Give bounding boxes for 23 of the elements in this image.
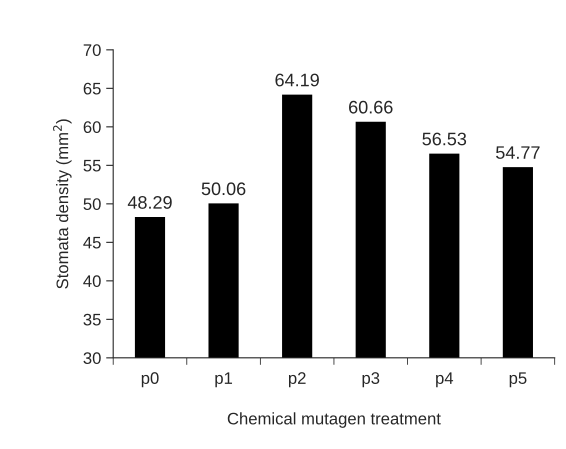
y-axis-title: Stomata density (mm$^{2}$) — [53, 119, 72, 289]
data-label: 54.77 — [496, 146, 540, 159]
data-label: 64.19 — [275, 74, 319, 86]
data-label: 56.53 — [422, 132, 466, 146]
data-label: 50.06 — [202, 182, 246, 196]
x-tick-label: p4 — [436, 372, 454, 388]
y-tick-label: 55 — [84, 160, 101, 172]
x-tick-label: p1 — [215, 372, 232, 388]
x-tick-label: p2 — [288, 372, 306, 388]
data-label: 48.29 — [128, 196, 172, 209]
y-tick-label: 45 — [83, 236, 101, 249]
x-axis-title: Chemical mutagen treatment — [228, 412, 441, 428]
data-label: 60.66 — [349, 100, 393, 114]
y-tick-label: 70 — [84, 44, 101, 56]
x-tick-label: p5 — [510, 372, 526, 388]
y-tick-label: 50 — [84, 198, 101, 210]
y-tick-label: 30 — [83, 352, 101, 364]
y-tick-label: 40 — [83, 275, 101, 288]
y-tick-label: 35 — [83, 314, 101, 326]
y-tick-label: 60 — [84, 121, 101, 134]
x-tick-label: p0 — [142, 372, 159, 388]
y-tick-label: 65 — [84, 82, 101, 95]
x-tick-label: p3 — [362, 372, 380, 388]
